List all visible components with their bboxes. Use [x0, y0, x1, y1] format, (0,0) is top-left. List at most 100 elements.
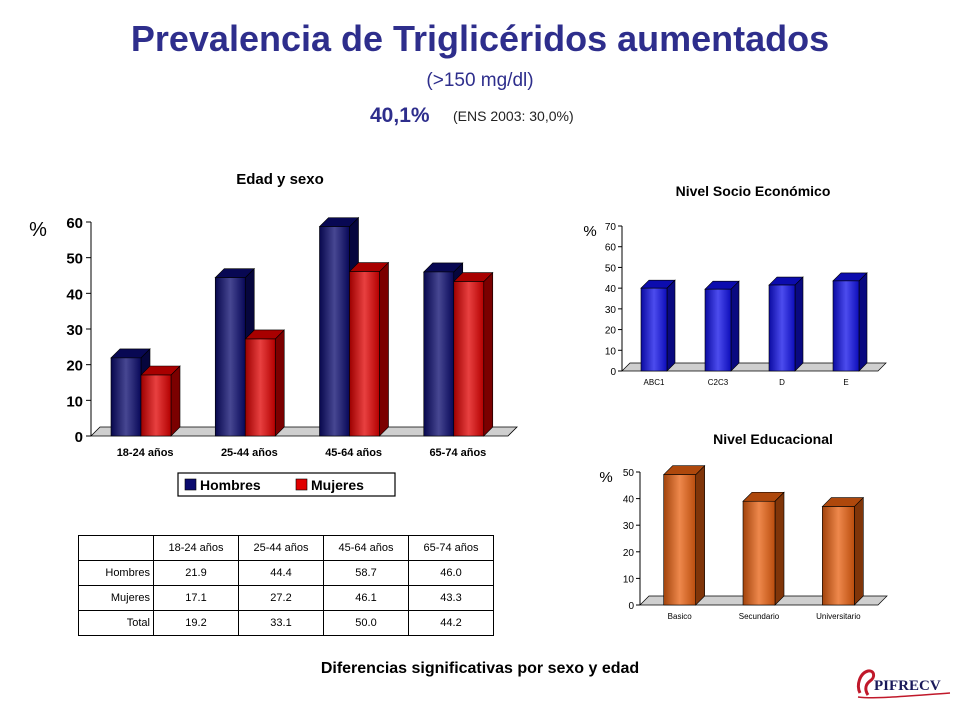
education-chart: Nivel Educacional% 0 10 20 30 40 50 Basico Secun… [599, 431, 888, 621]
headline-prevalence: 40,1% [370, 104, 430, 127]
x-tick-label: 25-44 años [221, 447, 278, 459]
y-tick-label: 40 [66, 286, 83, 303]
table-corner-cell [78, 535, 154, 561]
table-row-label: Hombres [78, 560, 154, 586]
bar [768, 276, 804, 372]
bar-mujeres-side [483, 271, 494, 437]
bar-mujeres-side [274, 329, 285, 437]
y-tick-label: 0 [628, 601, 634, 612]
table-cell: 44.2 [408, 610, 494, 636]
x-tick-label: E [843, 378, 848, 387]
legend-box [177, 472, 396, 497]
bar-side [695, 464, 705, 606]
legend-swatch-hombres [184, 478, 197, 491]
pifrecv-logo: PIFRECV [856, 669, 951, 699]
table-cell: 46.0 [408, 560, 494, 586]
y-tick-label: 10 [623, 574, 635, 585]
x-tick-label: 18-24 años [117, 447, 174, 459]
bar-side [854, 496, 864, 606]
bar-mujeres [453, 271, 494, 437]
chart-title: Nivel Educacional [713, 431, 833, 447]
page-subtitle: (>150 mg/dl) [426, 70, 534, 91]
table-row: Hombres 21.9 44.4 58.7 46.0 [78, 560, 494, 586]
x-tick-label: Universitario [816, 612, 861, 621]
bar-mujeres-front [244, 338, 276, 437]
y-tick-label: 50 [605, 263, 617, 274]
bar-mujeres-front [349, 271, 380, 437]
bar-mujeres-side [379, 261, 389, 437]
bar-mujeres [348, 261, 390, 437]
x-tick-label: 65-74 años [429, 447, 486, 459]
bar-side [730, 280, 740, 372]
y-tick-label: 50 [66, 251, 83, 268]
bar-hombres-front [319, 226, 350, 437]
chart-legend: Hombres Mujeres [177, 472, 396, 497]
y-tick-label: 50 [623, 468, 635, 479]
bar-hombres-front [214, 277, 246, 437]
table-cell: 43.3 [408, 585, 494, 611]
bar-side [774, 491, 785, 606]
legend-label-hombres: Hombres [200, 477, 261, 493]
y-axis-label: % [583, 223, 596, 240]
table-cell: 21.9 [153, 560, 239, 586]
y-tick-label: 30 [66, 322, 83, 339]
y-tick-label: 30 [605, 305, 617, 316]
bar-side [858, 272, 868, 372]
table-row-label: Total [78, 610, 154, 636]
bar-side [794, 276, 804, 372]
table-cell: 58.7 [323, 560, 409, 586]
y-tick-label: 40 [623, 495, 635, 506]
table-column-header: 25-44 años [238, 535, 324, 561]
chart-title: Edad y sexo [236, 171, 324, 188]
y-tick-label: 20 [605, 326, 617, 337]
table-row-label: Mujeres [78, 585, 154, 611]
x-tick-label: D [779, 378, 785, 387]
table-cell: 46.1 [323, 585, 409, 611]
bar [832, 272, 868, 372]
bar [640, 279, 676, 372]
x-tick-label: 45-64 años [325, 447, 382, 459]
y-tick-label: 60 [605, 243, 617, 254]
table-header-row: 18-24 años 25-44 años 45-64 años 65-74 a… [78, 535, 494, 561]
table-cell: 50.0 [323, 610, 409, 636]
bar [662, 464, 706, 606]
bar-front [704, 288, 732, 372]
bar-front [832, 280, 860, 372]
table-row: Total 19.2 33.1 50.0 44.2 [78, 610, 494, 636]
logo-heart-swoosh [856, 669, 876, 696]
logo-text: PIFRECV [874, 678, 941, 694]
table-row: Mujeres 17.1 27.2 46.1 43.3 [78, 585, 494, 611]
bar-side [666, 279, 676, 372]
y-tick-label: 0 [75, 429, 83, 446]
bar-front [640, 287, 668, 372]
table-cell: 44.4 [238, 560, 324, 586]
x-tick-label: Secundario [739, 612, 780, 621]
table-cell: 17.1 [153, 585, 239, 611]
logo-underline [857, 692, 951, 699]
data-table: 18-24 años 25-44 años 45-64 años 65-74 a… [78, 535, 494, 636]
table-column-header: 18-24 años [153, 535, 239, 561]
page-title: Prevalencia de Triglicéridos aumentados [130, 18, 830, 59]
bar [704, 280, 740, 372]
y-axis-label: % [29, 219, 47, 241]
table-cell: 19.2 [153, 610, 239, 636]
y-tick-label: 20 [623, 548, 635, 559]
x-tick-label: ABC1 [644, 378, 665, 387]
table-column-header: 45-64 años [323, 535, 409, 561]
bar-mujeres-front [453, 281, 485, 437]
bar-mujeres-front [140, 374, 172, 437]
y-tick-label: 40 [605, 284, 617, 295]
y-tick-label: 10 [605, 346, 617, 357]
footnote: Diferencias significativas por sexo y ed… [320, 660, 640, 677]
x-tick-label: Basico [668, 612, 693, 621]
bar-hombres-front [110, 357, 142, 437]
x-tick-label: C2C3 [708, 378, 729, 387]
bar-front [822, 506, 855, 606]
age-sex-chart: Edad y sexo% 0 10 20 30 40 50 60 18-24 años 25-44… [29, 171, 518, 497]
y-tick-label: 30 [623, 521, 635, 532]
y-tick-label: 70 [605, 222, 617, 233]
chart-title: Nivel Socio Económico [676, 183, 831, 199]
bar [742, 491, 785, 606]
y-tick-label: 60 [66, 215, 83, 232]
table-column-header: 65-74 años [408, 535, 494, 561]
